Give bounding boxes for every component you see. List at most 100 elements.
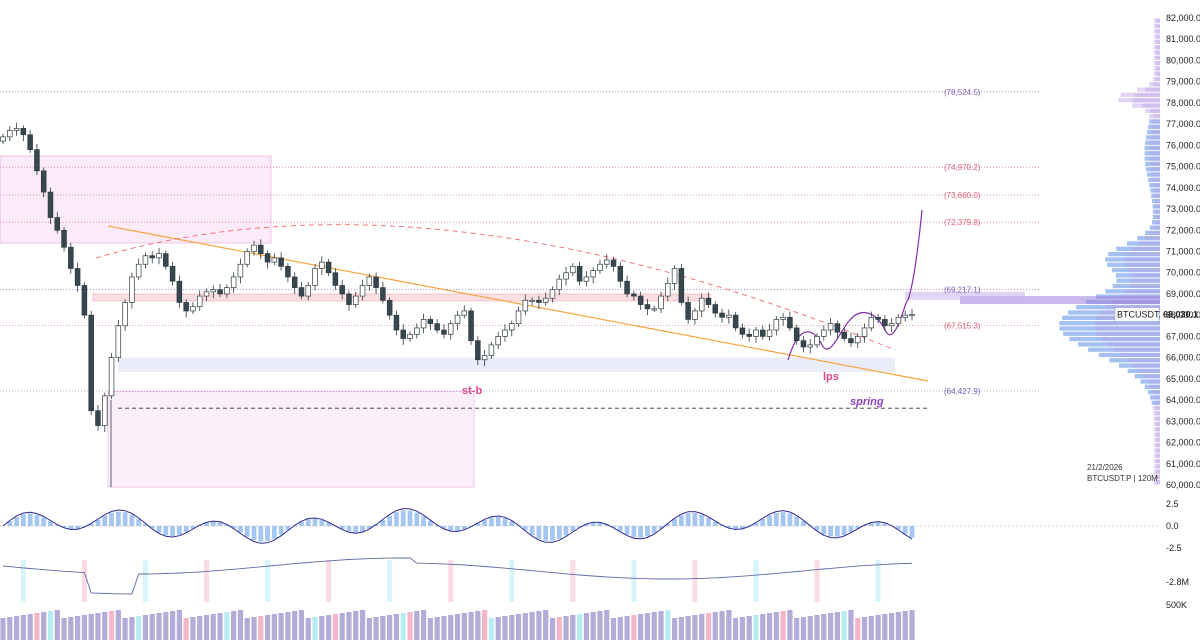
candle-body	[576, 266, 583, 282]
osc-bar	[88, 523, 94, 526]
volume-bar	[685, 616, 691, 640]
profile-bar-value	[1153, 225, 1160, 230]
volume-bar	[448, 615, 454, 640]
osc-bar	[902, 526, 908, 534]
candle-body	[583, 276, 590, 282]
profile-bar	[1153, 427, 1160, 432]
osc-bar	[109, 512, 114, 526]
candle-body	[210, 289, 217, 293]
volume-bar	[258, 616, 264, 640]
osc-bar	[617, 526, 623, 532]
volume-bar	[705, 613, 712, 640]
candle-body	[196, 295, 203, 308]
candle-body	[434, 323, 440, 331]
profile-bar-value	[1156, 18, 1160, 23]
y-tick-label: 77,000.0	[1166, 119, 1200, 129]
volume-bar	[536, 611, 542, 640]
volume-bar	[712, 612, 718, 640]
zone-band-red	[92, 293, 711, 302]
osc-bar	[529, 526, 535, 536]
volume-bar	[210, 614, 216, 640]
price-axis: 82,000.0 81,000.0 80,000.0 79,000.0 78,000.0…	[1166, 13, 1200, 490]
profile-bar-value	[1153, 188, 1160, 193]
volume-bar	[821, 614, 827, 640]
volume-bar	[414, 611, 420, 640]
candle-body	[590, 270, 596, 278]
volume-bar	[753, 615, 759, 640]
volume-bar	[441, 616, 447, 640]
profile-bar-value	[1131, 246, 1160, 251]
y-tick-label: 66,000.0	[1166, 353, 1200, 363]
volume-bar	[610, 618, 617, 640]
volume-bar	[787, 610, 793, 640]
volume-bar	[875, 615, 881, 640]
candle-body	[563, 272, 569, 280]
profile-bar-value	[1150, 230, 1160, 236]
volume-bar	[827, 613, 834, 640]
osc-bar	[570, 526, 576, 532]
candle-body	[529, 299, 535, 302]
volume-tick-label: 500K	[1166, 600, 1187, 610]
osc-bar	[156, 526, 162, 533]
profile-bar-value	[1156, 66, 1160, 71]
volume-bar	[380, 616, 386, 640]
y-tick-label: 64,000.0	[1166, 395, 1200, 405]
profile-bar-value	[1154, 220, 1160, 225]
candle-body	[217, 289, 223, 295]
osc-bar	[801, 520, 806, 526]
volume-bar	[488, 618, 495, 640]
candle-body	[366, 276, 373, 286]
candle-body	[787, 316, 793, 329]
profile-bar-value	[1156, 39, 1160, 45]
volume-bar	[47, 611, 54, 640]
candle-body	[800, 340, 807, 348]
osc-bar	[346, 526, 352, 532]
volume-bar	[556, 617, 562, 640]
osc-bar	[611, 526, 616, 528]
volume-bar	[244, 618, 250, 640]
volume-bar	[407, 612, 413, 640]
candle-body	[671, 268, 678, 284]
profile-bar	[1088, 347, 1160, 352]
candle-body	[868, 316, 875, 329]
volume-bar	[339, 613, 345, 640]
y-tick-label: 68,000.0	[1166, 310, 1200, 320]
osc-bar	[278, 526, 284, 535]
zone-band-blue	[118, 357, 895, 373]
candle-body	[332, 272, 339, 286]
profile-bar-value	[1156, 45, 1160, 50]
volume-bar	[549, 618, 556, 640]
candle-body	[95, 410, 101, 426]
volume-bar	[122, 618, 128, 640]
osc-bar	[136, 518, 142, 526]
profile-bar	[1145, 140, 1160, 145]
annotation-st-b: st-b	[462, 385, 482, 397]
candle-body	[732, 314, 739, 329]
osc-bar	[882, 523, 888, 526]
osc-bar	[475, 523, 481, 526]
candle-body	[821, 329, 827, 337]
profile-bar-value	[1155, 416, 1160, 421]
profile-bar	[1152, 204, 1160, 209]
candle-body	[34, 149, 40, 172]
volume-bar	[251, 617, 257, 640]
candle-body	[352, 295, 359, 305]
osc-bar	[183, 526, 189, 533]
osc-bar	[773, 512, 779, 526]
osc-bar	[20, 514, 26, 526]
volume-bar	[800, 617, 807, 640]
cum-highlight	[326, 560, 332, 602]
candle-body	[163, 253, 169, 267]
volume-bar	[509, 615, 515, 640]
candle-body	[651, 308, 657, 311]
volume-bar	[41, 612, 47, 640]
volume-bar	[848, 610, 854, 640]
volume-bar	[264, 615, 271, 640]
cum-highlight	[692, 560, 698, 602]
profile-bar	[1132, 103, 1160, 108]
candle-body	[427, 319, 434, 325]
volume-bar	[814, 615, 820, 640]
profile-bar	[1153, 421, 1160, 427]
candles[interactable]	[0, 122, 915, 488]
